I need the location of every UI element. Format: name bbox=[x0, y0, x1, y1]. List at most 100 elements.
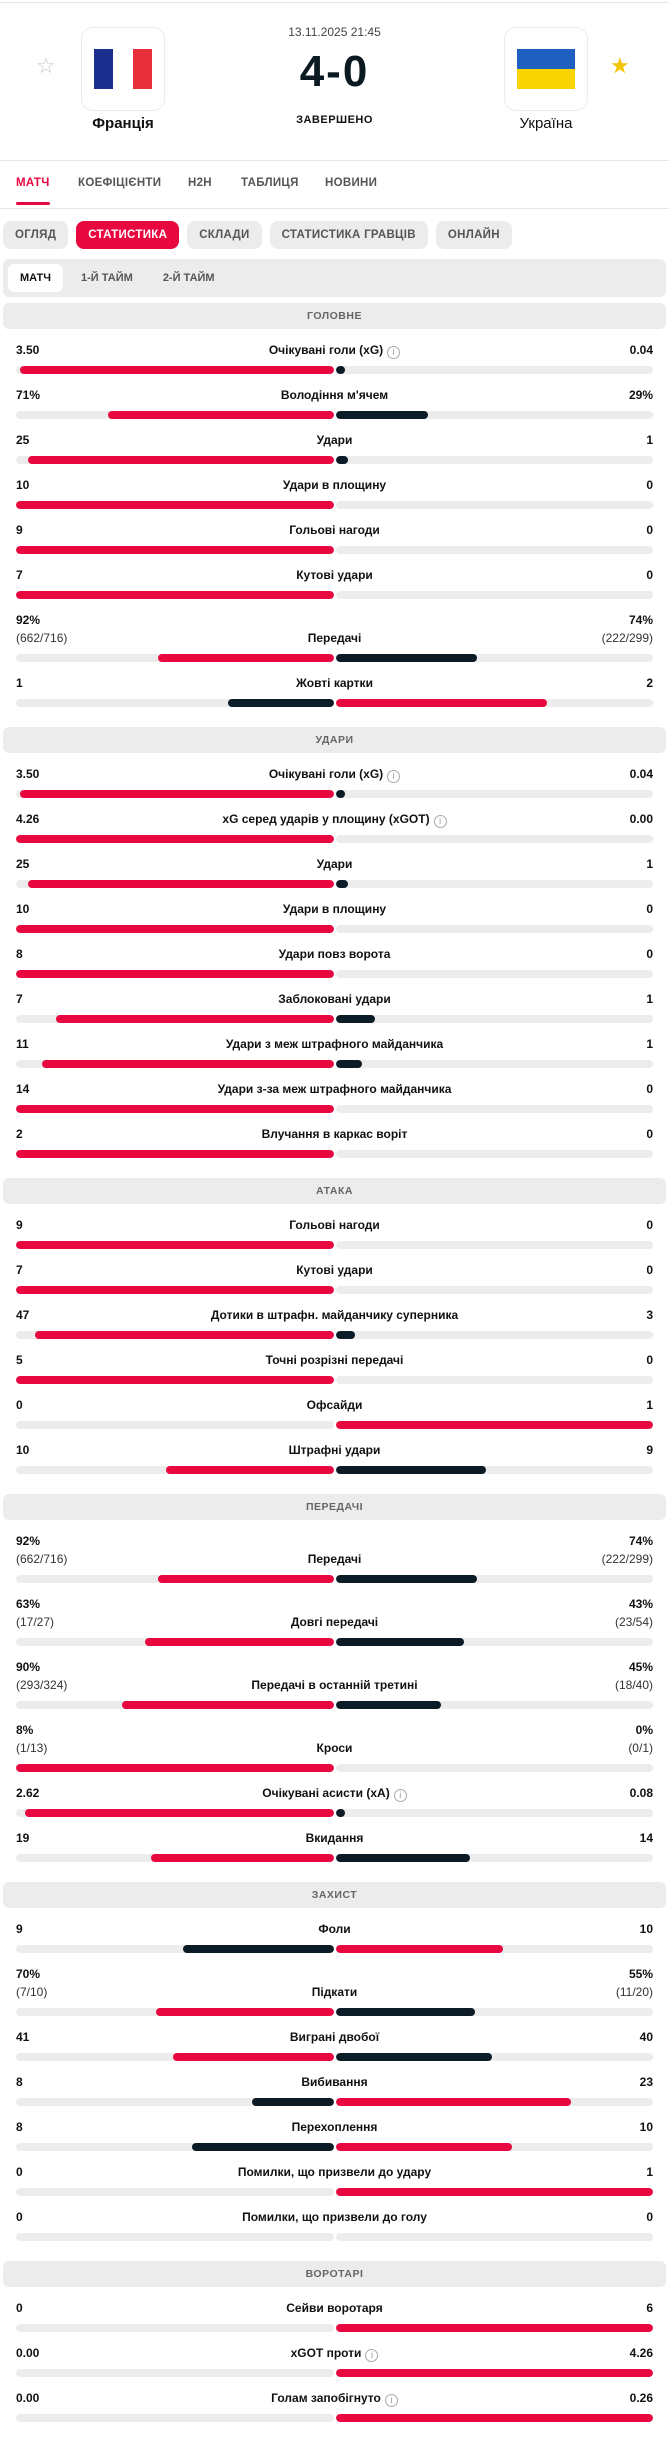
tab-news[interactable]: НОВИНИ bbox=[325, 177, 378, 189]
away-bar-fill bbox=[335, 2414, 653, 2422]
stat-label: Офсайди bbox=[306, 1398, 363, 1412]
away-value: 1 bbox=[646, 1398, 653, 1412]
away-bar-track bbox=[335, 835, 653, 843]
tab-table[interactable]: ТАБЛИЦЯ bbox=[241, 177, 299, 189]
stat-label: Удари з меж штрафного майданчика bbox=[225, 1037, 444, 1051]
stat-label-cell: xGOT проти i bbox=[106, 2344, 563, 2362]
home-value-cell: 10 bbox=[16, 900, 106, 918]
favorite-star-icon-home[interactable]: ☆ bbox=[36, 53, 56, 78]
home-team-logo[interactable] bbox=[81, 27, 165, 111]
stat-label: Виграні двобої bbox=[289, 2030, 380, 2044]
stat-label-cell: Удари з-за меж штрафного майданчика bbox=[106, 1080, 563, 1098]
away-value: 0 bbox=[646, 568, 653, 582]
away-bar-track bbox=[335, 366, 653, 374]
stat-label-cell: Вибивання bbox=[106, 2073, 563, 2091]
home-bar-track bbox=[16, 925, 334, 933]
stat-label: Удари bbox=[316, 857, 353, 871]
favorite-star-icon-away[interactable]: ★ bbox=[610, 53, 630, 78]
stat-label: Передачі bbox=[307, 1552, 362, 1566]
stat-label-cell: Очікувані голи (xG) i bbox=[106, 765, 563, 783]
away-value: 0 bbox=[646, 902, 653, 916]
away-bar-fill bbox=[335, 790, 345, 798]
away-bar-track bbox=[335, 1015, 653, 1023]
away-bar-track bbox=[335, 456, 653, 464]
away-value: 0 bbox=[646, 1263, 653, 1277]
tab-h2h[interactable]: H2H bbox=[188, 177, 212, 189]
home-value: 92% bbox=[16, 1534, 41, 1548]
home-value-detail: (662/716) bbox=[16, 631, 68, 645]
home-bar-track bbox=[16, 2008, 334, 2016]
stats-sections: ГОЛОВНЕ 3.50 Очікувані голи (xG) i 0.04 7… bbox=[0, 303, 669, 2422]
stat-row: 2.62 Очікувані асисти (xA) i 0.08 bbox=[16, 1784, 653, 1817]
stat-label: Дотики в штрафн. майданчику суперника bbox=[210, 1308, 459, 1322]
home-value: 9 bbox=[16, 1218, 23, 1232]
tab-match[interactable]: МАТЧ bbox=[16, 177, 50, 205]
home-team-name[interactable]: Франція bbox=[92, 115, 154, 132]
period-second-half[interactable]: 2-Й ТАЙМ bbox=[162, 272, 215, 284]
stat-label: Фоли bbox=[318, 1922, 351, 1936]
home-bar-track bbox=[16, 2098, 334, 2106]
home-value: 3.50 bbox=[16, 767, 40, 781]
stat-bar bbox=[16, 1854, 653, 1862]
home-bar-fill bbox=[157, 1575, 334, 1583]
away-team-name[interactable]: Україна bbox=[519, 115, 573, 132]
home-bar-fill bbox=[108, 411, 334, 419]
away-bar-track bbox=[335, 1809, 653, 1817]
info-icon[interactable]: i bbox=[387, 346, 401, 359]
away-bar-track bbox=[335, 1241, 653, 1249]
home-bar-track bbox=[16, 2188, 334, 2196]
stat-label: Перехоплення bbox=[291, 2120, 378, 2134]
tab-odds[interactable]: КОЕФІЦІЄНТИ bbox=[78, 177, 162, 189]
home-bar-track bbox=[16, 366, 334, 374]
home-value: 8 bbox=[16, 947, 23, 961]
away-value: 1 bbox=[646, 2165, 653, 2179]
top-divider bbox=[0, 0, 669, 3]
away-value-cell: 0 bbox=[563, 1351, 653, 1369]
stat-row: 10 Штрафні удари 9 bbox=[16, 1441, 653, 1474]
period-first-half[interactable]: 1-Й ТАЙМ bbox=[81, 272, 133, 284]
period-tabs: МАТЧ 1-Й ТАЙМ 2-Й ТАЙМ bbox=[3, 259, 666, 297]
home-bar-track bbox=[16, 456, 334, 464]
away-bar-fill bbox=[335, 2369, 653, 2377]
away-bar-fill bbox=[335, 2098, 572, 2106]
pill-statistics[interactable]: СТАТИСТИКА bbox=[76, 221, 180, 249]
stat-row: 10 Удари в площину 0 bbox=[16, 476, 653, 509]
home-bar-fill bbox=[42, 1060, 334, 1068]
away-bar-track bbox=[335, 2143, 653, 2151]
away-value-cell: 0 bbox=[563, 1216, 653, 1234]
pill-live[interactable]: ОНЛАЙН bbox=[435, 221, 512, 249]
away-value-cell: 0% (0/1) bbox=[563, 1721, 653, 1757]
stat-row: 0.00 xGOT проти i 4.26 bbox=[16, 2344, 653, 2377]
away-value: 1 bbox=[646, 857, 653, 871]
home-value: 70% bbox=[16, 1967, 41, 1981]
stat-label-cell: Удари bbox=[106, 431, 563, 449]
home-value: 2 bbox=[16, 1127, 23, 1141]
france-flag-icon bbox=[94, 49, 152, 89]
away-team-logo[interactable] bbox=[504, 27, 588, 111]
away-bar-fill bbox=[335, 880, 348, 888]
pill-player-stats[interactable]: СТАТИСТИКА ГРАВЦІВ bbox=[269, 221, 428, 249]
away-bar-track bbox=[335, 790, 653, 798]
home-value-cell: 9 bbox=[16, 521, 106, 539]
info-icon[interactable]: i bbox=[384, 2394, 398, 2407]
away-bar-fill bbox=[335, 456, 348, 464]
info-icon[interactable]: i bbox=[393, 1789, 407, 1802]
period-match[interactable]: МАТЧ bbox=[8, 264, 64, 292]
stat-bar bbox=[16, 2008, 653, 2016]
info-icon[interactable]: i bbox=[433, 815, 447, 828]
away-value: 2 bbox=[646, 676, 653, 690]
home-bar-fill bbox=[16, 970, 334, 978]
home-value-cell: 3.50 bbox=[16, 341, 106, 359]
pill-overview[interactable]: ОГЛЯД bbox=[3, 221, 69, 249]
away-bar-track bbox=[335, 1945, 653, 1953]
away-bar-track bbox=[335, 2188, 653, 2196]
away-bar-track bbox=[335, 2008, 653, 2016]
home-value: 0.00 bbox=[16, 2391, 40, 2405]
stat-label-cell: Кроси bbox=[106, 1739, 563, 1757]
away-value: 1 bbox=[646, 1037, 653, 1051]
home-value: 9 bbox=[16, 1922, 23, 1936]
info-icon[interactable]: i bbox=[365, 2349, 379, 2362]
pill-lineups[interactable]: СКЛАДИ bbox=[187, 221, 262, 249]
info-icon[interactable]: i bbox=[387, 770, 401, 783]
stat-bar bbox=[16, 835, 653, 843]
